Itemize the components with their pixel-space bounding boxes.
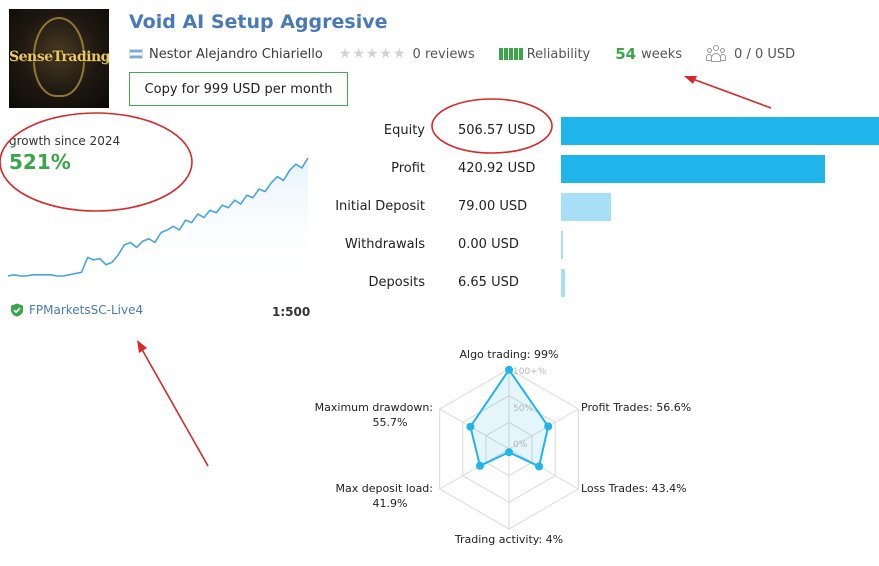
stat-value: 6.65 USD bbox=[458, 275, 519, 290]
stat-label: Withdrawals bbox=[344, 237, 425, 252]
radar-point bbox=[475, 461, 484, 470]
leverage-value: 1:500 bbox=[272, 305, 311, 319]
radar-point bbox=[535, 462, 544, 471]
logo-emblem bbox=[33, 17, 85, 97]
weeks-label: weeks bbox=[641, 46, 683, 62]
argentina-flag-icon bbox=[129, 49, 143, 59]
stat-bar bbox=[561, 193, 611, 221]
radar-point bbox=[505, 365, 513, 374]
stat-label: Equity bbox=[383, 123, 425, 138]
stat-row-deposits: Deposits 6.65 USD bbox=[320, 269, 879, 297]
broker-server[interactable]: FPMarketsSC-Live4 bbox=[10, 303, 143, 317]
radar-chart: 100+% 50% 0% Algo trading: 99% Profit Trade… bbox=[315, 348, 692, 546]
growth-chart[interactable] bbox=[0, 120, 310, 285]
growth-area bbox=[8, 158, 308, 282]
stat-row-equity: Equity 506.57 USD bbox=[320, 117, 879, 145]
stat-bar bbox=[561, 231, 563, 259]
stat-value: 506.57 USD bbox=[458, 123, 536, 138]
radar-spoke bbox=[439, 448, 510, 490]
radar-axis-label: Max deposit load: bbox=[335, 482, 433, 495]
radar-point bbox=[544, 422, 553, 431]
author-name[interactable]: Nestor Alejandro Chiariello bbox=[149, 46, 323, 62]
signal-title[interactable]: Void AI Setup Aggresive bbox=[129, 11, 388, 33]
radar-spoke bbox=[439, 408, 510, 450]
radar-scale-label: 0% bbox=[513, 440, 528, 450]
radar-point bbox=[466, 422, 475, 431]
reviews-count[interactable]: 0 reviews bbox=[412, 46, 475, 62]
radar-axis-label: Trading activity: 4% bbox=[454, 533, 563, 546]
stat-bar bbox=[561, 269, 566, 297]
verified-shield-icon bbox=[11, 303, 23, 317]
reliability-label: Reliability bbox=[526, 46, 591, 62]
signal-meta-row: Nestor Alejandro Chiariello ★★★★★ 0 revi… bbox=[129, 44, 795, 64]
radar-spoke bbox=[508, 448, 579, 490]
subscribers-icon bbox=[706, 45, 727, 63]
stat-value: 79.00 USD bbox=[458, 199, 528, 214]
logo-text: SenseTrading bbox=[9, 49, 109, 65]
annotation-arrowhead-server bbox=[137, 340, 147, 353]
weeks-count: 54 bbox=[615, 45, 637, 63]
annotation-arrowhead-weeks bbox=[684, 76, 697, 84]
server-link[interactable]: FPMarketsSC-Live4 bbox=[29, 303, 144, 317]
stat-value: 0.00 USD bbox=[458, 237, 519, 252]
radar-point bbox=[505, 448, 513, 457]
radar-scale-label: 100+% bbox=[513, 367, 547, 377]
copy-subscribe-button[interactable]: Copy for 999 USD per month bbox=[129, 72, 348, 106]
stat-row-withdrawals: Withdrawals 0.00 USD bbox=[320, 231, 879, 259]
radar-axis-label: Algo trading: 99% bbox=[459, 348, 558, 361]
stat-label: Initial Deposit bbox=[335, 199, 425, 214]
radar-scale-labels: 100+% 50% 0% bbox=[513, 367, 547, 450]
radar-axis-label: Loss Trades: 43.4% bbox=[581, 482, 687, 495]
annotation-arrow-server bbox=[139, 345, 209, 467]
stat-label: Profit bbox=[391, 161, 425, 176]
radar-axis-label: Profit Trades: 56.6% bbox=[581, 401, 691, 414]
radar-axis-label: Maximum drawdown: bbox=[315, 401, 433, 414]
stat-bar bbox=[561, 155, 826, 183]
subscribers-value: 0 / 0 USD bbox=[734, 46, 796, 62]
radar-grid bbox=[439, 368, 579, 530]
stat-row-profit: Profit 420.92 USD bbox=[320, 155, 879, 183]
radar-polygon bbox=[466, 365, 553, 471]
radar-spoke bbox=[508, 408, 579, 450]
stat-label: Deposits bbox=[368, 275, 425, 290]
author-logo[interactable]: SenseTrading bbox=[9, 9, 109, 108]
radar-axis-labels: Algo trading: 99% Profit Trades: 56.6% Los… bbox=[315, 348, 692, 546]
stat-bar bbox=[561, 117, 879, 145]
rating-stars-icon: ★★★★★ bbox=[338, 46, 407, 62]
radar-axis-value: 55.7% bbox=[373, 416, 408, 429]
annotation-arrow-weeks bbox=[689, 77, 772, 109]
stat-row-initial-deposit: Initial Deposit 79.00 USD bbox=[320, 193, 879, 221]
radar-axis-value: 41.9% bbox=[373, 497, 408, 510]
reliability-bars-icon bbox=[498, 48, 523, 60]
growth-line bbox=[7, 157, 309, 277]
radar-scale-label: 50% bbox=[513, 404, 533, 414]
stat-value: 420.92 USD bbox=[458, 161, 536, 176]
